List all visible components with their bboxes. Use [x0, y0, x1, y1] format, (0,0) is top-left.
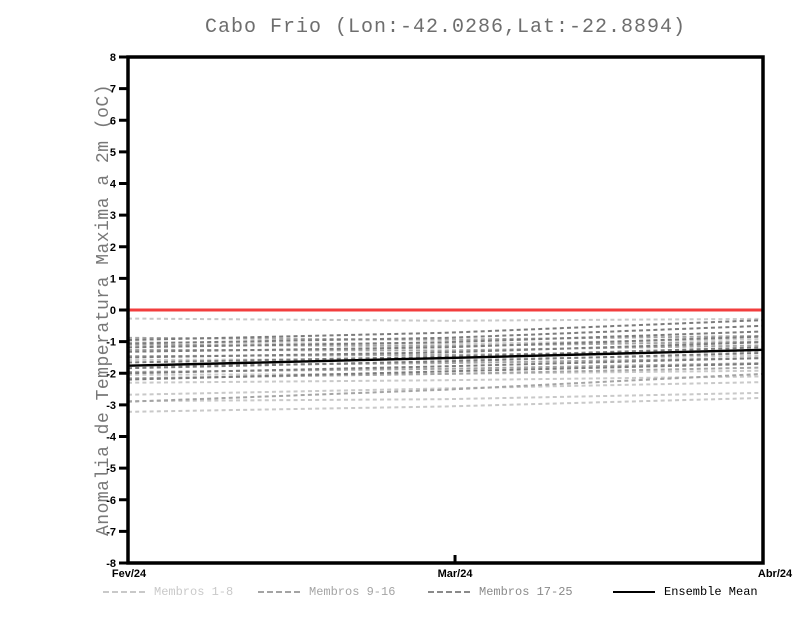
y-tick-label: 8: [110, 52, 116, 64]
member-line: [127, 317, 764, 322]
x-tick-label: Mar/24: [438, 568, 474, 580]
member-line: [127, 375, 764, 384]
legend-item-membros-1-8: Membros 1-8: [103, 585, 233, 599]
member-line: [127, 362, 764, 381]
legend-item-label: Membros 1-8: [154, 585, 234, 599]
legend-line-sample-dashed: [428, 591, 470, 593]
y-tick-label: -3: [106, 400, 116, 412]
y-tick-label: 2: [110, 242, 116, 254]
member-line: [127, 372, 764, 403]
x-tick-label: Fev/24: [112, 568, 147, 580]
member-line: [127, 381, 764, 396]
legend-line-sample-solid: [613, 591, 655, 593]
y-tick-label: -7: [106, 526, 116, 538]
member-line: [127, 396, 764, 413]
chart-title: Cabo Frio (Lon:-42.0286,Lat:-22.8894): [204, 16, 687, 39]
y-tick-label: 3: [110, 210, 116, 222]
y-tick-label: -6: [106, 495, 116, 507]
member-line: [127, 357, 764, 375]
plot-frame: [126, 55, 765, 565]
member-line: [127, 341, 764, 359]
legend-item-membros-9-16: Membros 9-16: [258, 585, 395, 599]
member-line: [127, 340, 764, 348]
member-line: [127, 362, 764, 373]
y-tick-label: -2: [106, 368, 116, 380]
legend-item-label: Membros 17-25: [479, 585, 573, 599]
member-line: [127, 319, 764, 342]
member-line: [127, 324, 764, 345]
y-tick-label: 4: [110, 179, 117, 191]
y-tick-label: 6: [110, 115, 116, 127]
legend: Membros 1-8 Membros 9-16 Membros 17-25 E…: [0, 585, 800, 605]
member-line: [127, 334, 764, 341]
y-tick-label: 7: [110, 84, 116, 96]
member-line: [127, 352, 764, 370]
y-tick-label: -4: [106, 432, 117, 444]
member-line: [127, 335, 764, 353]
member-line: [127, 366, 764, 380]
y-tick-label: -5: [106, 463, 116, 475]
x-tick-label: Abr/24: [758, 568, 793, 580]
y-tick-label: -8: [106, 558, 116, 570]
y-tick-label: 1: [110, 273, 116, 285]
member-line: [127, 330, 764, 349]
y-tick-label: 0: [110, 305, 116, 317]
y-tick-label: 5: [110, 147, 116, 159]
legend-item-membros-17-25: Membros 17-25: [428, 585, 573, 599]
legend-line-sample-dashed: [103, 591, 145, 593]
legend-line-sample-dashed: [258, 591, 300, 593]
ensemble-mean-line: [127, 348, 764, 367]
legend-item-label: Ensemble Mean: [664, 585, 758, 599]
y-tick-label: -1: [106, 337, 116, 349]
member-line: [127, 391, 764, 403]
member-line: [127, 346, 764, 364]
legend-item-label: Membros 9-16: [309, 585, 396, 599]
legend-item-ensemble-mean: Ensemble Mean: [613, 585, 758, 599]
member-line: [127, 357, 764, 367]
member-line: [127, 344, 764, 352]
